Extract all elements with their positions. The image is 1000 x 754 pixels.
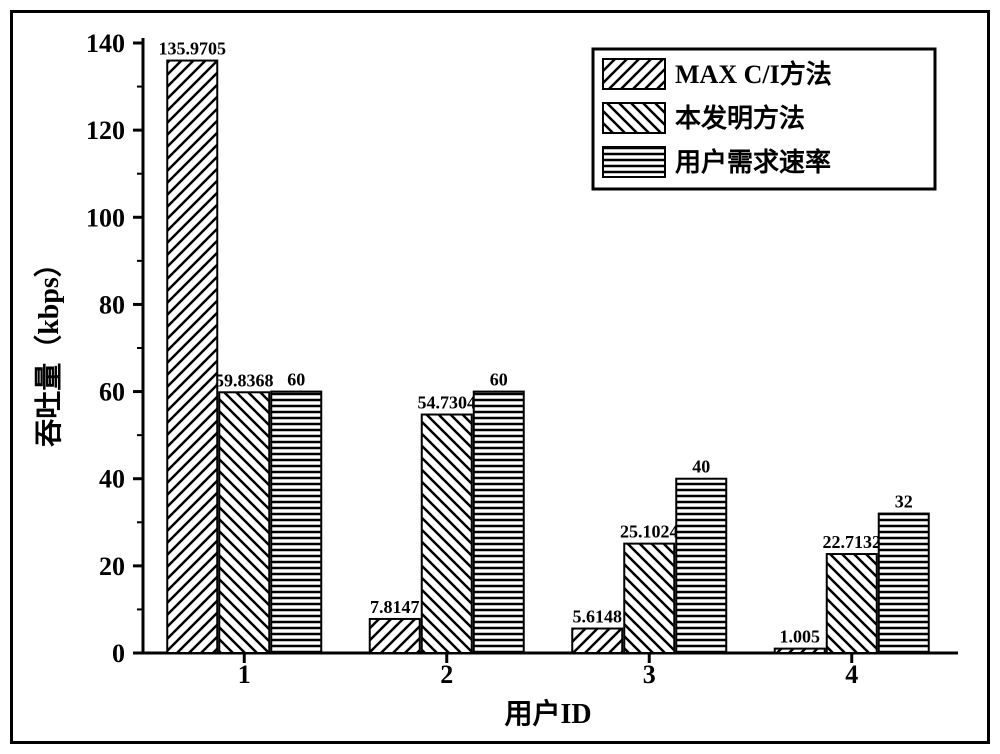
y-tick-label: 120 [86, 116, 125, 145]
y-tick-label: 0 [112, 639, 125, 668]
bar [370, 619, 420, 653]
y-tick-label: 40 [99, 465, 125, 494]
x-tick-label: 4 [845, 660, 858, 689]
x-axis-label: 用户ID [504, 697, 591, 730]
bar [572, 629, 622, 653]
legend-label: MAX C/I方法 [675, 59, 832, 89]
bar [775, 649, 825, 653]
bar [676, 479, 726, 653]
bar [422, 415, 472, 653]
bar [474, 392, 524, 653]
legend-label: 本发明方法 [675, 103, 805, 133]
bar-value-label: 59.8368 [215, 370, 274, 390]
bar [827, 554, 877, 653]
y-tick-label: 80 [99, 290, 125, 319]
throughput-bar-chart: 0 20 40 60 80 100 120 140 吞吐量（kbps） 1 135.9705 59.8… [13, 13, 987, 741]
bar-value-label: 60 [287, 370, 305, 390]
bar-value-label: 40 [692, 457, 710, 477]
bar-value-label: 22.7132 [823, 532, 882, 552]
bar [271, 392, 321, 653]
x-tick-label: 1 [238, 660, 251, 689]
y-tick-label: 140 [86, 29, 125, 58]
legend-label: 用户需求速率 [675, 147, 831, 177]
bar [879, 514, 929, 653]
legend: MAX C/I方法本发明方法用户需求速率 [593, 49, 935, 189]
y-tick-label: 60 [99, 378, 125, 407]
x-tick-label: 3 [643, 660, 656, 689]
bar-value-label: 7.8147 [370, 597, 420, 617]
bar-value-label: 32 [895, 492, 913, 512]
y-axis-label: 吞吐量（kbps） [32, 249, 65, 447]
bar-value-label: 1.005 [780, 627, 821, 647]
bar [167, 61, 217, 653]
bar-value-label: 5.6148 [573, 607, 623, 627]
outer-frame: 0 20 40 60 80 100 120 140 吞吐量（kbps） 1 135.9705 59.8… [10, 10, 990, 744]
bar-value-label: 25.1024 [620, 522, 679, 542]
y-tick-label: 20 [99, 552, 125, 581]
x-tick-label: 2 [440, 660, 453, 689]
y-tick-label: 100 [86, 203, 125, 232]
bar [624, 544, 674, 653]
bar-value-label: 54.7304 [418, 393, 477, 413]
bar [219, 392, 269, 653]
bar-value-label: 60 [490, 370, 508, 390]
bar-value-label: 135.9705 [159, 39, 227, 59]
